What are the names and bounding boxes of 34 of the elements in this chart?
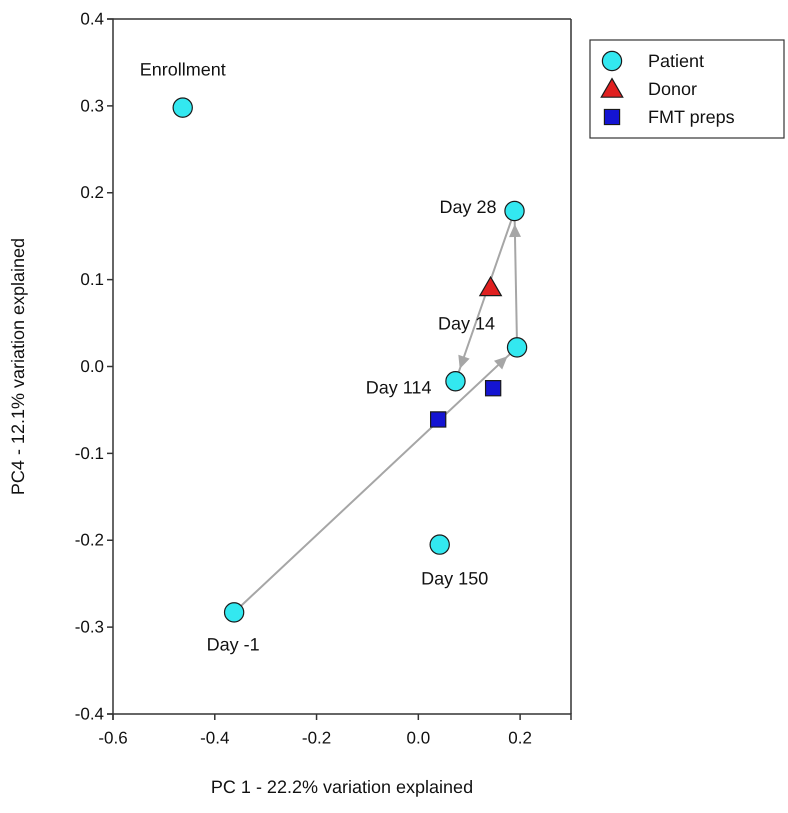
y-tick-label: -0.1: [74, 444, 104, 463]
y-tick-label: 0.1: [80, 270, 104, 290]
annotation: Day 14: [438, 313, 496, 334]
annotation: Day 28: [439, 196, 497, 217]
point: [479, 276, 502, 296]
y-tick-label: 0.4: [80, 9, 104, 28]
y-tick-label: -0.4: [74, 704, 104, 724]
legend-label: Donor: [648, 79, 698, 99]
x-axis-title: PC 1 - 22.2% variation explained: [210, 777, 474, 797]
x-tick-label: 0.0: [406, 728, 430, 748]
annotation: Day 114: [366, 377, 432, 398]
point: [504, 200, 525, 222]
x-tick-label: -0.4: [200, 728, 230, 748]
legend-label: Patient: [648, 51, 704, 71]
x-tick-label: -0.2: [302, 728, 332, 748]
point: [445, 371, 466, 392]
y-tick-label: -0.2: [74, 530, 104, 550]
y-tick-label: 0.0: [80, 356, 104, 376]
point: [430, 534, 450, 555]
x-tick-label: -0.6: [98, 728, 128, 748]
y-tick-label: 0.3: [80, 96, 104, 116]
annotation: Enrollment: [140, 60, 226, 80]
point: [484, 380, 502, 396]
point: [506, 337, 528, 358]
annotation: Day 150: [421, 568, 488, 589]
point: [172, 97, 193, 118]
point: [224, 602, 244, 623]
y-tick-label: -0.3: [74, 618, 104, 637]
y-axis-title: PC4 - 12.1% variation explained: [8, 238, 28, 496]
point: [430, 411, 446, 428]
y-tick-label: 0.2: [80, 183, 104, 202]
annotation: Day -1: [206, 634, 260, 654]
legend-label: FMT preps: [648, 107, 735, 127]
x-tick-label: 0.2: [508, 728, 532, 748]
